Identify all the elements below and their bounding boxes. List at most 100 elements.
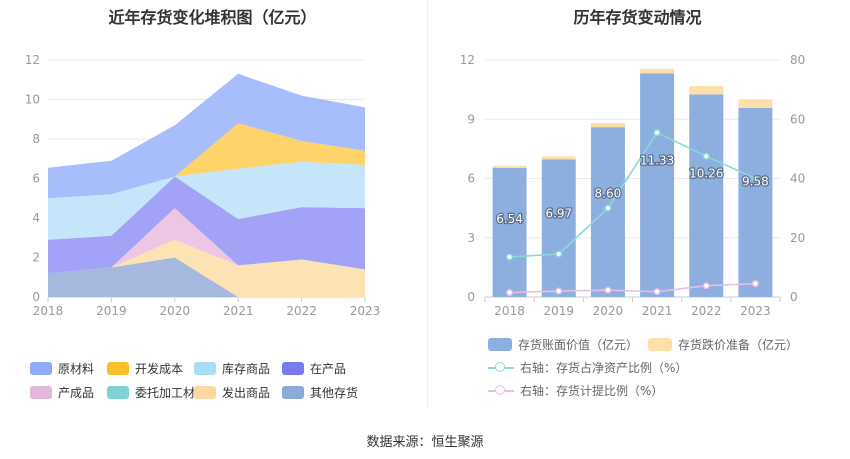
x-tick-label: 2023: [350, 304, 381, 318]
bar-book-value: [738, 107, 773, 297]
line-point: [702, 282, 710, 290]
legend-swatch: [282, 362, 304, 375]
area-series: [48, 161, 365, 240]
legend-item-net-asset-ratio[interactable]: 右轴：存货占净资产比例（%）: [488, 359, 687, 376]
legend-item-book-value[interactable]: 存货账面价值（亿元）: [488, 336, 638, 353]
legend-swatch: [30, 386, 52, 399]
bar-book-value: [492, 167, 527, 297]
data-label: 6.97: [545, 207, 572, 221]
legend-item-provision-ratio[interactable]: 右轴：存货计提比例（%）: [488, 382, 663, 399]
panel-divider: [427, 0, 428, 408]
y-tick-label: 2: [32, 251, 40, 265]
bar-line-chart: 0 3 6 9 12 0 20 40 60 80 2018 2019 2020 2021 2022 2023 6…: [460, 53, 806, 318]
legend-label: 右轴：存货计提比例（%）: [520, 384, 664, 398]
line-point: [506, 289, 514, 297]
data-label: 8.60: [595, 187, 622, 201]
legend-label: 右轴：存货占净资产比例（%）: [520, 361, 688, 375]
x-tick-label: 2020: [593, 304, 624, 318]
data-label: 9.58: [742, 175, 769, 189]
y-left-tick-label: 9: [467, 112, 475, 126]
bar-book-value: [541, 159, 576, 297]
line-point: [555, 250, 563, 258]
bar-book-value: [590, 127, 625, 298]
bar-impairment: [541, 156, 576, 160]
legend-item[interactable]: 产成品: [30, 384, 94, 401]
bar-impairment: [640, 68, 675, 74]
legend-item[interactable]: 发出商品: [194, 384, 270, 401]
legend-swatch: [194, 386, 216, 399]
line-point: [653, 129, 661, 137]
data-source: 数据来源：恒生聚源: [366, 435, 484, 450]
y-tick-label: 8: [32, 132, 40, 146]
y-tick-label: 0: [32, 290, 40, 304]
line-point: [506, 253, 514, 261]
line-point: [555, 287, 563, 295]
x-tick-label: 2021: [642, 304, 673, 318]
x-tick-label: 2018: [33, 304, 64, 318]
y-left-tick-label: 6: [467, 172, 475, 186]
legend-label: 库存商品: [222, 362, 271, 376]
legend-label: 存货跌价准备（亿元）: [678, 338, 799, 352]
legend-swatch: [282, 386, 304, 399]
area-series: [48, 123, 365, 199]
y-right-tick-label: 40: [790, 172, 805, 186]
line-point: [653, 288, 661, 296]
line-provision-ratio: [509, 282, 756, 294]
legend-item[interactable]: 库存商品: [194, 360, 270, 377]
y-tick-label: 12: [25, 53, 40, 67]
y-tick-label: 6: [32, 172, 40, 186]
y-tick-label: 4: [32, 211, 40, 225]
y-right-tick-label: 80: [790, 53, 805, 67]
y-left-tick-label: 12: [460, 53, 475, 67]
area-series: [48, 176, 365, 274]
x-tick-label: 2023: [740, 304, 771, 318]
bar-book-value: [689, 94, 724, 298]
data-label: 6.54: [496, 212, 523, 226]
legend-item[interactable]: 委托加工材料: [107, 384, 207, 401]
bar-impairment: [590, 123, 625, 128]
area-series: [48, 239, 365, 297]
y-right-tick-label: 60: [790, 112, 805, 126]
legend-line-swatch: [488, 361, 514, 375]
legend-label: 发出商品: [222, 386, 271, 400]
bar-impairment: [738, 99, 773, 108]
y-tick-label: 10: [25, 93, 40, 107]
stacked-area-chart: 0 2 4 6 8 10 12 2018 2019 2020 2021 2022 2023: [25, 53, 381, 318]
legend-label: 产成品: [58, 386, 95, 400]
area-series: [48, 73, 365, 199]
x-tick-label: 2022: [286, 304, 317, 318]
y-right-tick-label: 0: [790, 290, 798, 304]
chart-title-stacked: 近年存货变化堆积图（亿元）: [108, 8, 317, 27]
legend-label: 开发成本: [135, 362, 184, 376]
legend-swatch: [107, 362, 129, 375]
data-label: 11.33: [640, 153, 674, 167]
legend-label: 原材料: [58, 362, 95, 376]
x-tick-label: 2022: [691, 304, 722, 318]
legend-item-impairment[interactable]: 存货跌价准备（亿元）: [648, 336, 798, 353]
line-net-asset-ratio: [509, 131, 756, 258]
legend-swatch: [648, 338, 672, 351]
legend-item[interactable]: 在产品: [282, 360, 346, 377]
legend-label: 在产品: [310, 362, 347, 376]
y-left-tick-label: 0: [467, 290, 475, 304]
x-tick-label: 2019: [543, 304, 574, 318]
bar-book-value: [640, 73, 675, 297]
chart-title-bar: 历年存货变动情况: [573, 8, 702, 27]
legend-item[interactable]: 开发成本: [107, 360, 183, 377]
legend-swatch: [30, 362, 52, 375]
line-point: [702, 152, 710, 160]
line-point: [604, 286, 612, 294]
legend-swatch: [194, 362, 216, 375]
legend-swatch: [107, 386, 129, 399]
legend-item[interactable]: 原材料: [30, 360, 94, 377]
y-right-tick-label: 20: [790, 231, 805, 245]
legend-item[interactable]: 其他存货: [282, 384, 358, 401]
legend-label: 委托加工材料: [135, 386, 208, 400]
x-tick-label: 2020: [160, 304, 191, 318]
legend-swatch: [488, 338, 512, 351]
bar-impairment: [492, 165, 527, 168]
line-point: [751, 280, 759, 288]
legend-label: 存货账面价值（亿元）: [518, 338, 639, 352]
line-point: [751, 174, 759, 183]
data-label: 10.26: [689, 166, 723, 180]
